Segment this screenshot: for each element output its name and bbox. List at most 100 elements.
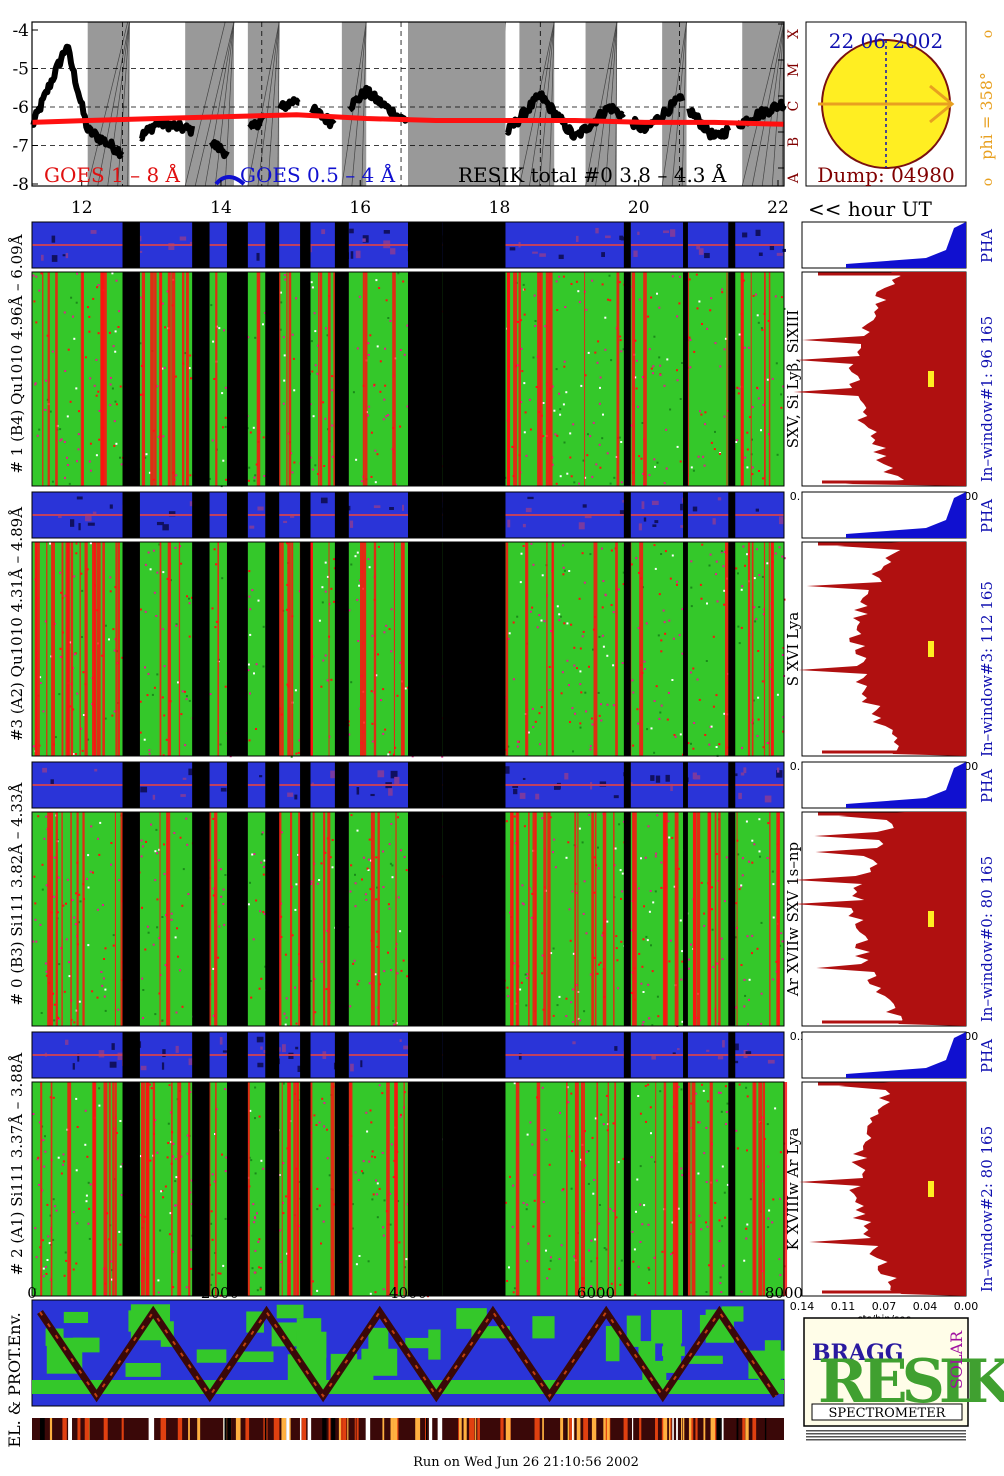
goes-y-axis: -4 -5 -6 -7 -8 [12, 21, 38, 195]
data-gap [623, 1082, 631, 1296]
data-gap [623, 1032, 631, 1078]
data-gap [334, 272, 349, 486]
logo-bragg: BRAGG [812, 1340, 904, 1366]
logo-solar: SOLAR [947, 1330, 966, 1389]
environment-green-regions [32, 1304, 785, 1394]
data-gap [226, 1082, 248, 1296]
o-marker-top: o [980, 30, 996, 38]
resik-total-label: RESIK total #0 3.8 – 4.3 Å [458, 162, 727, 187]
goes-class-axis: X M C B A [778, 23, 802, 184]
goes-class-tick: A [786, 172, 802, 184]
in-window-count: In–window#2: 80 165 [978, 1126, 996, 1292]
data-gap [226, 492, 248, 538]
data-gap [728, 812, 736, 1026]
data-gap [334, 1082, 349, 1296]
env-x-tick: 2000 [201, 1284, 239, 1302]
pha-label: PHA [978, 229, 996, 263]
environment-strip-bands [39, 1418, 767, 1440]
window-marker [928, 371, 934, 387]
goes-y-tick: -7 [12, 137, 29, 157]
data-gap [442, 762, 506, 808]
data-gap [265, 222, 280, 268]
data-gap [300, 272, 311, 486]
channel-panel-1: HV det A asked [V]: 1480 set: 1482 +– 11… [8, 491, 996, 773]
pha-label: PHA [978, 769, 996, 803]
env-y-label: EL. & PROT.Env. [5, 1312, 24, 1447]
data-gap [442, 812, 506, 1026]
data-gap [683, 1032, 688, 1078]
data-gap [408, 1032, 443, 1078]
channel-y-label: #3 (A2) Qu1010 4.31Å – 4.89Å [8, 507, 26, 741]
data-gap [442, 1082, 506, 1296]
environment-panel: 0 2000 4000 6000 8000 EL. & PROT.Env. [5, 1284, 803, 1448]
goes-blue-label: GOES 0.5 – 4 Å [240, 162, 396, 187]
data-gap [265, 1032, 280, 1078]
goes-grid [32, 22, 784, 186]
data-gap [122, 812, 140, 1026]
data-gap [683, 272, 688, 486]
env-x-axis: 0 2000 4000 6000 8000 [27, 1284, 803, 1302]
data-gap [265, 812, 280, 1026]
goes-x-tick: 20 [628, 198, 650, 218]
data-gap [122, 1032, 140, 1078]
logo-fine-print [806, 1430, 966, 1441]
data-gap [728, 272, 736, 486]
pha-label: PHA [978, 499, 996, 533]
window-marker [928, 1181, 934, 1197]
data-gap [683, 1082, 688, 1296]
env-x-tick: 0 [27, 1284, 37, 1302]
data-gap [728, 1082, 736, 1296]
data-gap [192, 492, 210, 538]
goes-class-tick: B [786, 137, 802, 147]
line-identification: Ar XVIIw SXV 1s–np [784, 842, 802, 997]
channel-panel-0: HV det B asked [V]: 1419 set: 1415 +– 7#… [8, 221, 996, 503]
data-gap [265, 492, 280, 538]
histogram-tick: 0.14 [790, 1300, 815, 1313]
data-gap [192, 272, 210, 486]
data-gap [334, 1032, 349, 1078]
data-gap [192, 222, 210, 268]
dump-number: Dump: 04980 [817, 163, 954, 187]
window-marker [928, 911, 934, 927]
data-gap [122, 542, 140, 756]
env-x-tick: 6000 [577, 1284, 615, 1302]
data-gap [728, 1032, 736, 1078]
data-gap [226, 812, 248, 1026]
goes-1-8-curve [31, 112, 785, 127]
data-gap [226, 762, 248, 808]
goes-class-tick: M [786, 63, 802, 77]
data-gap [192, 812, 210, 1026]
data-gap [122, 1082, 140, 1296]
data-gap [226, 272, 248, 486]
channel-panel-3: HV det A asked [V]: 1480 set: 1482 +– 11… [8, 1031, 996, 1325]
data-gap [192, 762, 210, 808]
data-gap [300, 1032, 311, 1078]
data-gap [623, 272, 631, 486]
data-gap [623, 222, 631, 268]
channel-panel-2: HV det B asked [V]: 1419 set: 1415 +– 7#… [8, 761, 996, 1043]
data-gap [408, 492, 443, 538]
data-gap [623, 542, 631, 756]
channel-y-label: # 1 (B4) Qu1010 4.96Å – 6.09Å [8, 234, 26, 473]
env-x-tick: 8000 [765, 1284, 803, 1302]
data-gap [408, 272, 443, 486]
histogram-tick: 0.04 [913, 1300, 938, 1313]
goes-x-tick: 16 [349, 198, 371, 218]
phi-angle: phi = 358° [977, 72, 996, 160]
data-gap [442, 272, 506, 486]
data-gap [728, 762, 736, 808]
hour-ut-label: << hour UT [808, 197, 932, 221]
data-gap [408, 812, 443, 1026]
in-window-count: In–window#3: 112 165 [978, 581, 996, 757]
data-gap [265, 542, 280, 756]
data-gap [300, 492, 311, 538]
goes-x-axis: 12 14 16 18 20 22 [71, 180, 789, 218]
channel-y-label: # 2 (A1) Si111 3.37Å – 3.88Å [8, 1053, 26, 1276]
data-gap [334, 762, 349, 808]
pha-label: PHA [978, 1039, 996, 1073]
data-gap [334, 542, 349, 756]
data-gap [265, 762, 280, 808]
data-gap [334, 812, 349, 1026]
o-marker-bottom: o [980, 178, 996, 186]
goes-y-tick: -6 [12, 98, 29, 118]
